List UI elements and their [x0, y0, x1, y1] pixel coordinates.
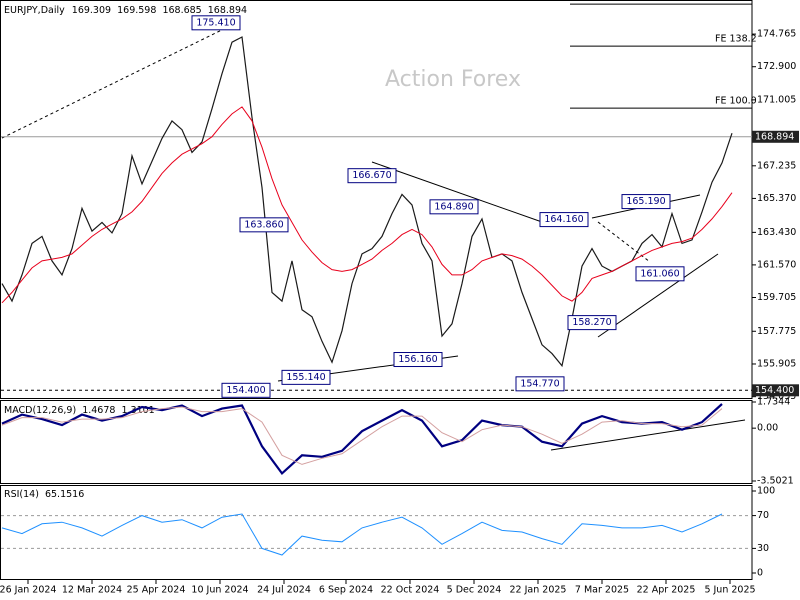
trend-line — [550, 419, 746, 451]
x-tick-label: 26 Jan 2024 — [0, 585, 56, 596]
fib-label: FE 161.8 — [715, 0, 757, 3]
trend-line — [1, 21, 239, 139]
annotation-label: 166.670 — [352, 170, 391, 181]
fib-label: FE 100.0 — [715, 96, 757, 107]
level-box — [752, 130, 799, 143]
level-box — [752, 384, 799, 397]
symbol: EURJPY,Daily — [4, 5, 65, 16]
series-line — [1, 36, 733, 368]
annotation-label: 175.410 — [196, 17, 235, 28]
rsi-panel — [0, 485, 753, 580]
y-tick-label: 100 — [757, 486, 775, 497]
x-tick-label: 24 Jul 2024 — [257, 585, 311, 596]
x-tick-label: 22 Apr 2025 — [637, 585, 696, 596]
y-tick-label: 0.00 — [757, 423, 778, 434]
ohlc: 168.894 — [208, 5, 247, 16]
y-tick-label: 159.705 — [757, 292, 796, 303]
fib-label: FE 138.2 — [715, 34, 757, 45]
x-tick-label: 7 Mar 2025 — [575, 585, 629, 596]
trend-line — [597, 253, 719, 338]
x-tick-label: 22 Oct 2024 — [381, 585, 440, 596]
annotation-box — [621, 194, 671, 210]
trend-line — [371, 161, 543, 223]
annotation-label: 155.140 — [286, 372, 325, 383]
x-tick-label: 5 Jun 2025 — [704, 585, 755, 596]
annotation-box — [539, 212, 589, 228]
y-tick-label: 165.370 — [757, 193, 796, 204]
annotation-box — [221, 382, 271, 398]
y-tick-label: 155.905 — [757, 358, 796, 369]
y-tick-label: 167.235 — [757, 160, 796, 171]
y-tick-label: 0 — [757, 568, 763, 579]
x-tick-label: 6 Sep 2024 — [319, 585, 373, 596]
annotation-box — [635, 266, 685, 282]
macd-panel — [0, 400, 753, 484]
annotation-label: 164.160 — [544, 214, 583, 225]
annotation-label: 164.890 — [434, 201, 473, 212]
series-line — [1, 403, 723, 476]
y-tick-label: 157.775 — [757, 326, 796, 337]
price-header: EURJPY,Daily 169.309 169.598 168.685 168… — [4, 5, 247, 16]
annotation-box — [281, 369, 331, 385]
series-line — [1, 513, 723, 556]
annotation-box — [515, 376, 565, 392]
annotation-label: 158.270 — [572, 317, 611, 328]
annotation-label: 165.190 — [626, 196, 665, 207]
y-tick-label: 30 — [757, 543, 769, 554]
y-tick-label: 172.900 — [757, 61, 796, 72]
y-tick-label: -3.5021 — [757, 476, 794, 487]
series-line — [1, 106, 733, 304]
indicator: MACD(12,26,9) — [4, 405, 76, 416]
price-panel — [0, 0, 753, 399]
annotation-box — [239, 217, 289, 233]
annotation-label: 154.400 — [226, 385, 265, 396]
readout: 1.4678 — [82, 405, 115, 416]
y-tick-label: 154.035 — [757, 391, 796, 402]
x-tick-label: 25 Apr 2024 — [127, 585, 186, 596]
annotation-label: 163.860 — [244, 219, 283, 230]
annotation-label: 156.160 — [398, 354, 437, 365]
annotation-box — [393, 352, 443, 368]
indicator: RSI(14) — [4, 489, 39, 500]
readout: 1.3101 — [121, 405, 154, 416]
x-tick-label: 10 Jun 2024 — [191, 585, 248, 596]
annotation-label: 154.770 — [520, 378, 559, 389]
ohlc: 169.309 — [72, 5, 111, 16]
x-tick-label: 12 Mar 2024 — [62, 585, 122, 596]
y-tick-label: 1.7344 — [757, 397, 790, 408]
x-tick-label: 5 Dec 2024 — [447, 585, 502, 596]
annotation-box — [347, 168, 397, 184]
trend-line — [597, 221, 651, 263]
y-tick-label: 174.765 — [757, 29, 796, 40]
ohlc: 168.685 — [162, 5, 201, 16]
watermark: Action Forex — [385, 67, 521, 92]
annotation-box — [567, 315, 617, 331]
level-label: 168.894 — [755, 131, 794, 142]
y-tick-label: 161.570 — [757, 259, 796, 270]
annotation-box — [429, 199, 479, 215]
annotation-box — [191, 15, 241, 31]
y-tick-label: 163.430 — [757, 227, 796, 238]
annotation-label: 161.060 — [640, 268, 679, 279]
ohlc: 169.598 — [117, 5, 156, 16]
y-tick-label: 171.005 — [757, 94, 796, 105]
y-tick-label: 70 — [757, 510, 769, 521]
readout: 65.1516 — [45, 489, 84, 500]
level-label: 154.400 — [755, 385, 794, 396]
macd-header: MACD(12,26,9) 1.4678 1.3101 — [4, 405, 155, 416]
rsi-header: RSI(14) 65.1516 — [4, 489, 84, 500]
x-tick-label: 22 Jan 2025 — [510, 585, 567, 596]
series-line — [1, 406, 723, 465]
